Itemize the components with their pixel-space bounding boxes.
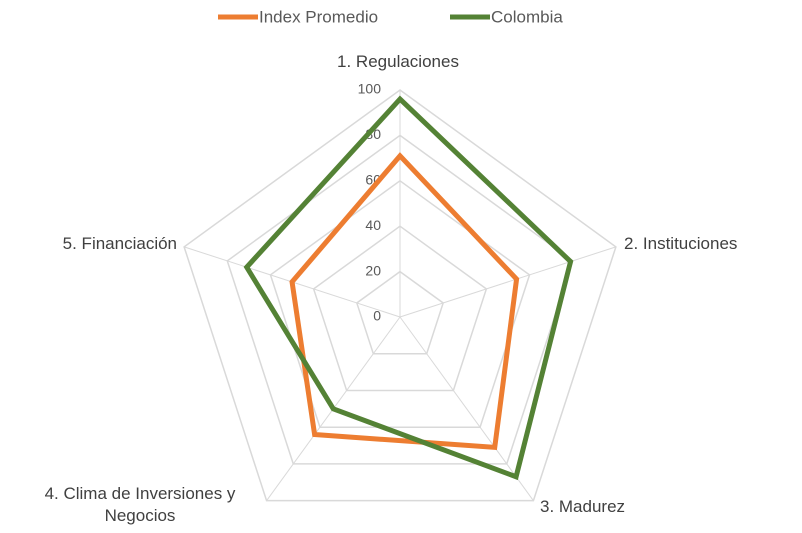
grid-ring (269, 179, 531, 428)
r-tick-label: 20 (365, 262, 381, 278)
category-label: 1. Regulaciones (337, 52, 459, 71)
category-label: 3. Madurez (540, 497, 626, 516)
category-label: 5. Financiación (62, 234, 177, 253)
series-line (243, 95, 574, 481)
series-line (289, 152, 520, 451)
r-tick-label: 40 (365, 217, 381, 233)
spoke (399, 316, 534, 501)
grid-ring (226, 134, 574, 465)
legend-label: Index Promedio (259, 7, 378, 26)
category-label: 2. Instituciones (624, 234, 738, 253)
grid-ring (355, 270, 445, 355)
r-tick-label: 0 (373, 308, 381, 324)
category-label: 4. Clima de Inversiones y Negocios (44, 484, 236, 525)
spoke (399, 246, 617, 318)
grid-ring (312, 225, 488, 392)
grid-ring (183, 89, 617, 502)
r-tick-label: 100 (358, 81, 382, 97)
legend-label: Colombia (491, 7, 563, 26)
